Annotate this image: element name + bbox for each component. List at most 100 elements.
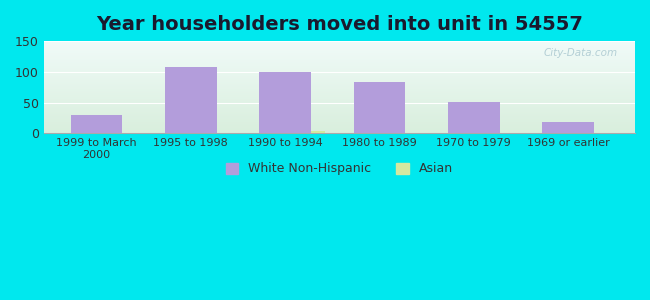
Bar [44,85,635,86]
Bar [44,92,635,93]
Bar [44,97,635,98]
Bar [44,113,635,114]
Bar [44,94,635,95]
Bar [44,124,635,125]
Bar [44,95,635,96]
Bar [44,126,635,127]
Bar [44,47,635,48]
Bar [44,64,635,65]
Bar [44,102,635,103]
Bar [44,78,635,79]
Bar [44,52,635,53]
Bar [165,67,217,133]
Bar [44,76,635,77]
Bar [44,79,635,80]
Bar [44,82,635,83]
Bar [44,120,635,121]
Bar [44,62,635,63]
Bar [44,103,635,104]
Bar [44,87,635,88]
Bar [44,98,635,99]
Bar [44,110,635,111]
Bar [44,88,635,89]
Bar [44,49,635,50]
Bar [44,46,635,47]
Bar [44,109,635,110]
Bar [44,130,635,131]
Bar [44,77,635,78]
Bar [44,123,635,124]
Bar [44,132,635,133]
Text: City-Data.com: City-Data.com [543,48,618,58]
Bar [44,127,635,128]
Bar [44,114,635,115]
Bar [44,112,635,113]
Bar [44,118,635,119]
Bar [44,81,635,82]
Bar [448,102,500,133]
Bar [44,115,635,116]
Bar [44,70,635,71]
Bar [44,43,635,44]
Bar [44,60,635,61]
Bar [44,65,635,66]
Bar [44,48,635,49]
Bar [44,107,635,108]
Bar [44,86,635,87]
Bar [44,57,635,58]
Bar [44,106,635,107]
Bar [44,84,635,85]
Bar [44,108,635,109]
Bar [44,63,635,64]
Bar [542,122,594,133]
Bar [71,115,122,133]
Bar [44,66,635,67]
Bar [44,71,635,72]
Bar [44,69,635,70]
Bar [44,54,635,55]
Bar [354,82,406,133]
Bar [44,101,635,102]
Bar [44,50,635,51]
Bar [44,75,635,76]
Bar [259,72,311,133]
Bar [44,90,635,91]
Bar [44,99,635,100]
Bar [44,80,635,81]
Bar [44,67,635,68]
Bar [44,89,635,90]
Bar [44,93,635,94]
Bar [44,104,635,105]
Title: Year householders moved into unit in 54557: Year householders moved into unit in 545… [96,15,583,34]
Legend: White Non-Hispanic, Asian: White Non-Hispanic, Asian [221,158,458,181]
Bar [44,58,635,59]
Bar [44,129,635,130]
Bar [44,72,635,73]
Bar [44,128,635,129]
Bar [44,125,635,126]
Bar [44,119,635,120]
Bar [44,121,635,122]
Bar [44,100,635,101]
Bar [44,41,635,42]
Bar [44,45,635,46]
Bar [44,96,635,97]
Bar [44,91,635,92]
Bar [44,55,635,56]
Bar [44,42,635,43]
Bar [44,61,635,62]
Bar [44,53,635,54]
Bar [44,59,635,60]
Bar [44,44,635,45]
Bar [44,117,635,118]
Bar [311,131,325,133]
Bar [44,51,635,52]
Bar [44,56,635,57]
Bar [44,111,635,112]
Bar [44,74,635,75]
Bar [44,122,635,123]
Bar [44,105,635,106]
Bar [44,68,635,69]
Bar [44,61,635,62]
Bar [44,131,635,132]
